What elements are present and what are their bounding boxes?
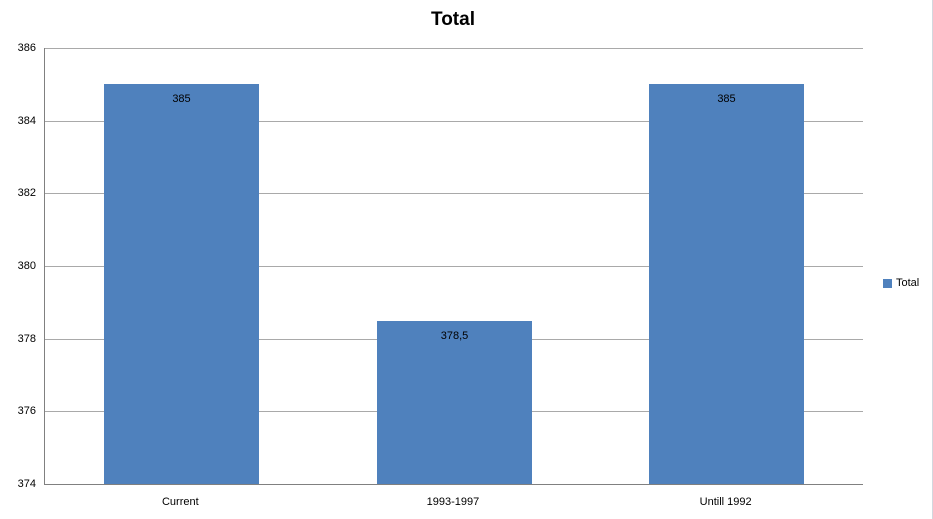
y-axis-tick-label: 382 [17,187,36,200]
bar-1993-1997[interactable]: 378,5 [377,320,532,484]
bar-value-label: 385 [717,93,736,106]
y-axis-tick-label: 376 [17,405,36,418]
chart-title[interactable]: Total [431,9,475,30]
y-axis-tick-label: 384 [17,114,36,127]
x-axis-category-label: Untill 1992 [699,496,752,508]
bar-current[interactable]: 385 [104,84,259,484]
bar-value-label: 385 [172,93,191,106]
legend[interactable]: Total [883,277,919,289]
gridline [45,120,863,122]
y-axis-tick-label: 374 [17,478,36,490]
y-axis-tick-label: 378 [17,332,36,345]
legend-label: Total [896,277,920,289]
x-axis-category-label: 1993-1997 [426,496,480,508]
legend-swatch-icon [883,278,892,288]
plot-area: 385 378,5 385 [44,48,863,485]
gridline [45,193,863,195]
x-axis-category-label: Current [161,496,199,508]
gridline [45,266,863,267]
bar-untill-1992[interactable]: 385 [649,84,804,484]
y-axis-tick-label: 386 [17,42,36,54]
bar-value-label: 378,5 [440,329,469,342]
y-axis-tick-label: 380 [17,260,36,272]
gridline [45,48,863,49]
